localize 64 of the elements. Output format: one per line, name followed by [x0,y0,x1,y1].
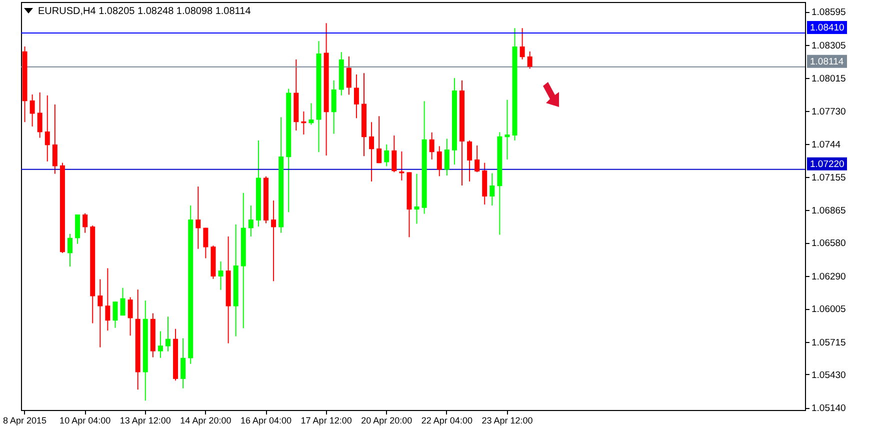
candlestick [308,102,314,126]
candlestick [384,144,390,167]
candlestick [120,287,126,316]
candlestick [203,227,208,259]
candlestick [158,330,163,358]
candlestick [436,146,442,177]
candlestick [490,172,495,206]
y-tick-label: 1.06580 [812,238,846,250]
candlestick [444,138,450,176]
candlestick [166,316,170,352]
candlestick [331,80,336,134]
candlestick [467,140,472,182]
candlestick [180,338,186,389]
x-tick-label: 13 Apr 12:00 [120,416,171,426]
candlestick [369,122,374,182]
y-tick-label: 1.08015 [812,74,846,85]
candlestick [75,214,80,244]
y-tick-label: 1.06005 [812,304,846,316]
candlestick [30,94,35,127]
ref-line-label: 1.08410 [810,22,844,34]
x-tick-label: 8 Apr 2015 [2,416,47,426]
chart-title: EURUSD,H4 1.08205 1.08248 1.08098 1.08114 [38,6,252,17]
candlestick [376,116,382,164]
candlestick [196,186,201,250]
candlestick [44,94,50,162]
candlestick [414,173,420,224]
y-tick-label: 1.0744 [812,140,841,151]
y-tick-label: 1.05715 [812,337,846,348]
candlestick [68,233,72,268]
x-tick-label: 20 Apr 20:00 [361,416,412,426]
candlestick [248,205,254,237]
x-tick-label: 23 Apr 12:00 [482,416,533,426]
candlestick [105,268,110,332]
y-tick-label: 1.06865 [812,206,846,217]
candlestick [346,56,352,96]
candlestick [98,278,103,348]
y-tick-label: 1.05430 [812,370,846,381]
ref-line-label: 1.07220 [810,158,844,170]
x-tick-label: 22 Apr 04:00 [421,416,472,426]
candlestick [527,51,532,70]
x-tick-label: 17 Apr 12:00 [300,416,352,426]
candlestick [218,260,224,290]
y-tick-label: 1.05140 [812,403,846,414]
candlestick [82,212,88,234]
y-tick-label: 1.08305 [812,40,846,52]
candlestick [52,104,58,174]
candlestick [128,296,133,336]
y-tick-label: 1.07730 [812,106,846,118]
candlestick [429,132,434,160]
y-tick-label: 1.08595 [812,7,846,18]
candlestick [392,135,397,173]
candlestick [474,144,480,173]
candlestick [504,99,510,160]
x-tick-label: 10 Apr 04:00 [60,416,111,426]
y-tick-label: 1.06290 [812,271,846,282]
x-tick-label: 14 Apr 20:00 [180,416,232,426]
candlestick [520,28,525,60]
candlestick [37,92,42,138]
ref-line-label: 1.08114 [810,56,844,68]
x-tick-label: 16 Apr 04:00 [240,416,292,426]
y-tick-label: 1.07155 [812,172,846,184]
candlestick [271,200,276,282]
candlestick [112,301,118,328]
candlestick [354,74,359,119]
